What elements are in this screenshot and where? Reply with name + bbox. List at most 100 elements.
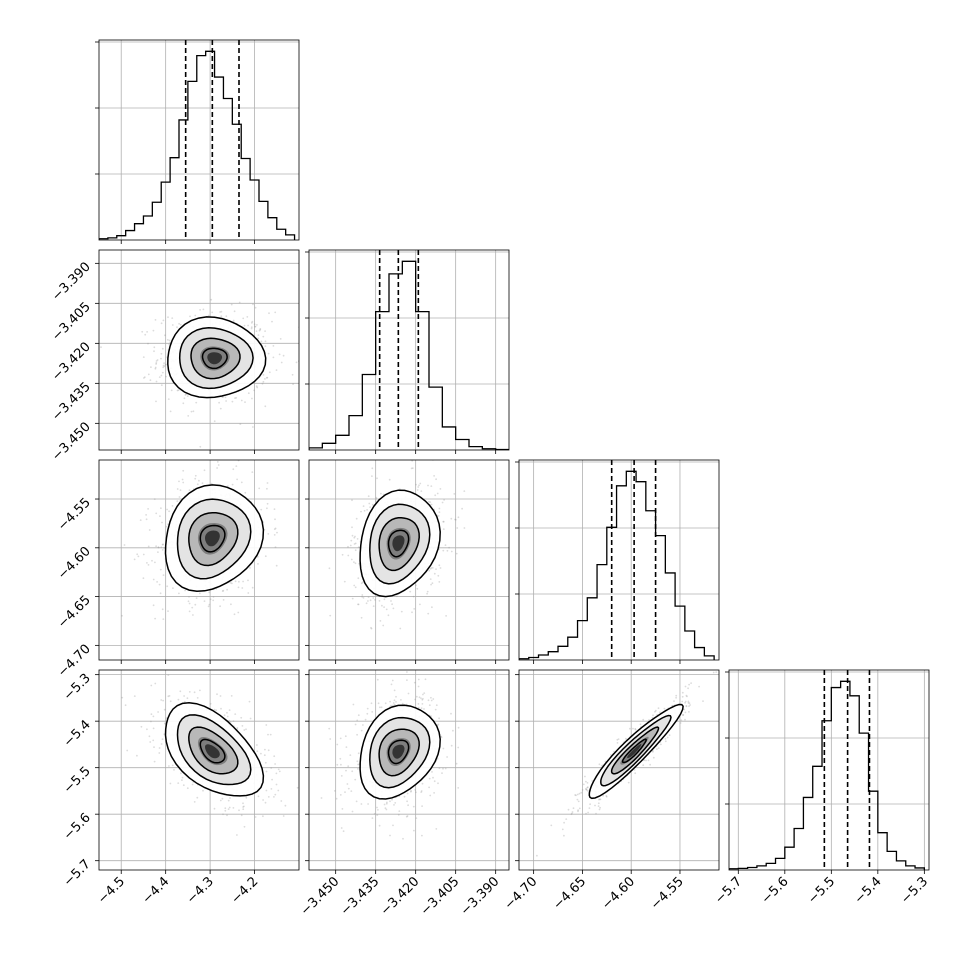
- scatter-point: [373, 812, 376, 815]
- scatter-point: [284, 804, 287, 807]
- scatter-point: [420, 790, 423, 792]
- scatter-point: [245, 796, 248, 799]
- scatter-point: [395, 695, 397, 698]
- scatter-point: [277, 768, 280, 771]
- scatter-point: [247, 324, 250, 327]
- scatter-point: [370, 626, 372, 629]
- scatter-point: [139, 519, 142, 521]
- scatter-point: [133, 695, 136, 697]
- scatter-point: [356, 733, 358, 736]
- scatter-point: [159, 515, 161, 517]
- scatter-point: [210, 482, 213, 485]
- scatter-point: [171, 324, 174, 326]
- scatter-point: [385, 808, 388, 811]
- scatter-point: [445, 615, 447, 617]
- scatter-point: [262, 815, 264, 818]
- scatter-point: [227, 485, 229, 487]
- scatter-point: [198, 479, 200, 482]
- scatter-point: [400, 699, 402, 701]
- scatter-point: [439, 665, 441, 667]
- scatter-point: [147, 373, 150, 376]
- scatter-point: [371, 467, 374, 470]
- scatter-point: [170, 454, 172, 456]
- scatter-point: [270, 767, 273, 769]
- scatter-point: [366, 509, 368, 511]
- scatter-point: [182, 481, 185, 484]
- scatter-point: [296, 786, 299, 789]
- scatter-point: [346, 783, 349, 785]
- scatter-point: [354, 542, 357, 545]
- scatter-point: [229, 721, 232, 723]
- scatter-point: [347, 554, 350, 557]
- scatter-point: [383, 803, 386, 806]
- scatter-point: [274, 527, 277, 530]
- contour-line: [199, 524, 226, 553]
- density-shade: [207, 352, 223, 365]
- scatter-point: [428, 500, 430, 503]
- scatter-point: [382, 624, 385, 627]
- scatter-point: [438, 767, 441, 770]
- scatter-point: [192, 614, 194, 616]
- scatter-point: [276, 531, 278, 534]
- scatter-point: [236, 834, 238, 836]
- scatter-point: [576, 798, 579, 801]
- scatter-point: [668, 734, 671, 737]
- scatter-point: [433, 780, 436, 783]
- scatter-point: [176, 389, 179, 392]
- scatter-point: [213, 420, 216, 423]
- scatter-point: [179, 323, 182, 326]
- scatter-point: [191, 783, 194, 786]
- scatter-point: [681, 700, 684, 703]
- scatter-point: [616, 742, 619, 744]
- scatter-point: [386, 801, 388, 804]
- scatter-point: [149, 379, 152, 382]
- histogram-line: [729, 680, 925, 870]
- scatter-point: [193, 691, 196, 694]
- scatter-point: [235, 465, 238, 467]
- scatter-point: [271, 320, 273, 323]
- scatter-point: [270, 788, 273, 790]
- scatter-point: [251, 397, 253, 400]
- scatter-point: [252, 426, 254, 428]
- x-tick-label: −5.5: [805, 874, 838, 907]
- scatter-point: [352, 703, 355, 706]
- scatter-point: [376, 814, 379, 816]
- scatter-point: [160, 352, 163, 355]
- scatter-point: [411, 611, 413, 614]
- scatter-point: [419, 603, 421, 606]
- y-tick-label: −3.420: [49, 340, 94, 385]
- scatter-point: [251, 471, 254, 473]
- scatter-point: [212, 596, 215, 598]
- scatter-point: [167, 316, 169, 319]
- scatter-point: [196, 483, 199, 486]
- scatter-point: [150, 713, 153, 716]
- scatter-point: [367, 803, 369, 805]
- histogram-panel-0: [95, 39, 300, 244]
- scatter-point: [274, 311, 277, 314]
- scatter-point: [415, 695, 418, 698]
- scatter-point: [189, 315, 191, 318]
- scatter-point: [164, 363, 167, 366]
- scatter-point: [177, 782, 180, 784]
- scatter-point: [203, 600, 206, 602]
- scatter-point: [442, 767, 444, 770]
- scatter-point: [182, 784, 185, 787]
- scatter-point: [681, 695, 684, 698]
- scatter-point: [354, 549, 357, 552]
- scatter-point: [196, 796, 199, 799]
- scatter-point: [433, 572, 436, 575]
- scatter-point: [263, 754, 266, 757]
- y-tick-label: −5.5: [61, 764, 94, 797]
- contour-line: [188, 726, 239, 775]
- scatter-point: [160, 322, 163, 325]
- scatter-point: [385, 608, 388, 611]
- scatter-point: [249, 717, 252, 720]
- histogram-panel-3: −5.7 −5.6 −5.5 −5.4 −5.3: [712, 669, 931, 907]
- scatter-point: [221, 590, 224, 592]
- scatter-point: [602, 794, 604, 797]
- scatter-point: [335, 797, 338, 800]
- scatter-point: [251, 320, 254, 323]
- scatter-point: [268, 312, 270, 315]
- contour-line: [176, 498, 252, 580]
- scatter-point: [673, 700, 675, 702]
